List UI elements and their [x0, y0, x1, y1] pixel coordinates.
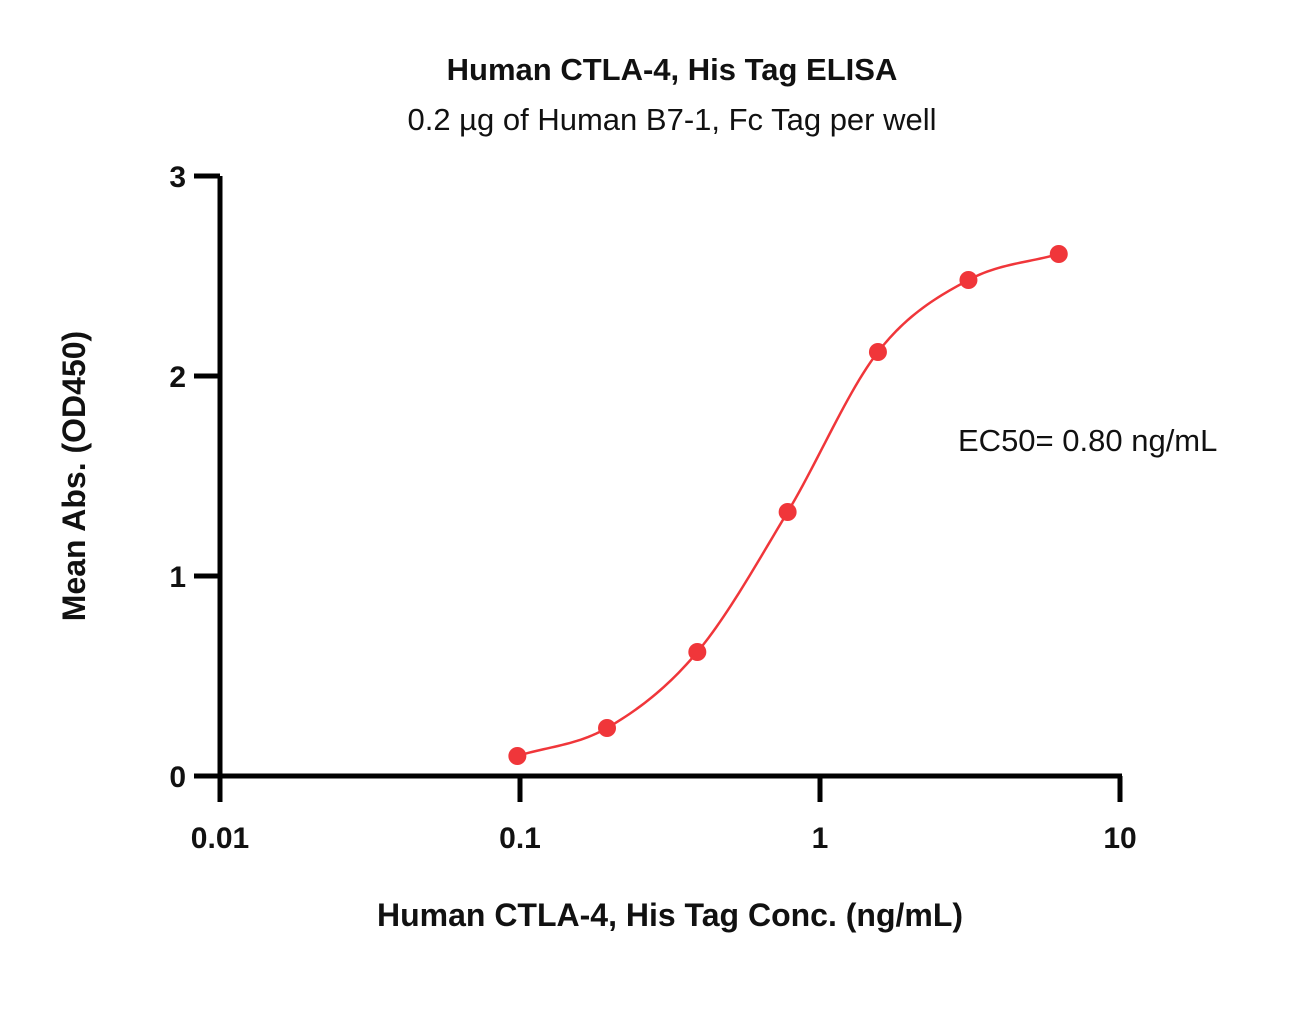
chart-subtitle: 0.2 µg of Human B7-1, Fc Tag per well	[407, 102, 936, 137]
data-point	[598, 719, 617, 737]
y-axis-label: Mean Abs. (OD450)	[56, 331, 92, 621]
x-axis-label: Human CTLA-4, His Tag Conc. (ng/mL)	[377, 897, 963, 933]
data-point	[508, 747, 527, 765]
data-points	[508, 245, 1068, 765]
ec50-annotation: EC50= 0.80 ng/mL	[958, 423, 1217, 458]
data-point	[959, 271, 978, 289]
data-point	[1049, 245, 1068, 263]
x-tick-label: 1	[812, 822, 829, 855]
axes: 0 1 2 3 0.01 0.1 1 10	[169, 161, 1136, 855]
x-tick-label: 10	[1103, 822, 1136, 855]
chart-title: Human CTLA-4, His Tag ELISA	[447, 52, 898, 87]
y-tick-label: 3	[169, 161, 186, 194]
x-tick-label: 0.1	[499, 822, 541, 855]
y-tick-label: 1	[169, 561, 186, 594]
data-point	[778, 503, 797, 521]
x-tick-label: 0.01	[191, 822, 249, 855]
data-point	[688, 643, 707, 661]
data-point	[868, 343, 887, 361]
y-tick-label: 0	[169, 761, 186, 794]
y-tick-label: 2	[169, 361, 186, 394]
